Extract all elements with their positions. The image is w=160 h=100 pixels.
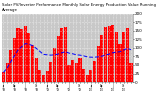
Bar (93, 61, 96, 82)
Bar (82, 69, 85, 82)
Bar (42, 75, 45, 82)
Bar (2, 72, 5, 82)
Bar (71, 60, 74, 82)
Bar (27, 33, 31, 82)
Bar (126, 28, 129, 82)
Bar (89, 70, 92, 82)
Bar (75, 63, 78, 82)
Bar (16, 28, 20, 82)
Bar (122, 32, 125, 82)
Bar (78, 57, 81, 82)
Bar (49, 62, 52, 82)
Bar (104, 27, 107, 82)
Bar (24, 26, 27, 82)
Bar (129, 63, 132, 82)
Bar (31, 45, 34, 82)
Bar (100, 35, 103, 82)
Bar (111, 25, 114, 82)
Bar (13, 38, 16, 82)
Bar (119, 44, 122, 82)
Text: Solar PV/Inverter Performance Monthly Solar Energy Production Value Running Aver: Solar PV/Inverter Performance Monthly So… (2, 3, 156, 12)
Bar (60, 28, 63, 82)
Bar (20, 29, 23, 82)
Bar (46, 71, 49, 82)
Bar (68, 65, 71, 82)
Bar (56, 36, 60, 82)
Bar (9, 50, 12, 82)
Bar (35, 58, 38, 82)
Bar (38, 70, 41, 82)
Bar (108, 26, 111, 82)
Bar (64, 27, 67, 82)
Bar (97, 46, 100, 82)
Bar (86, 74, 89, 82)
Bar (115, 32, 118, 82)
Bar (53, 48, 56, 82)
Bar (5, 63, 9, 82)
